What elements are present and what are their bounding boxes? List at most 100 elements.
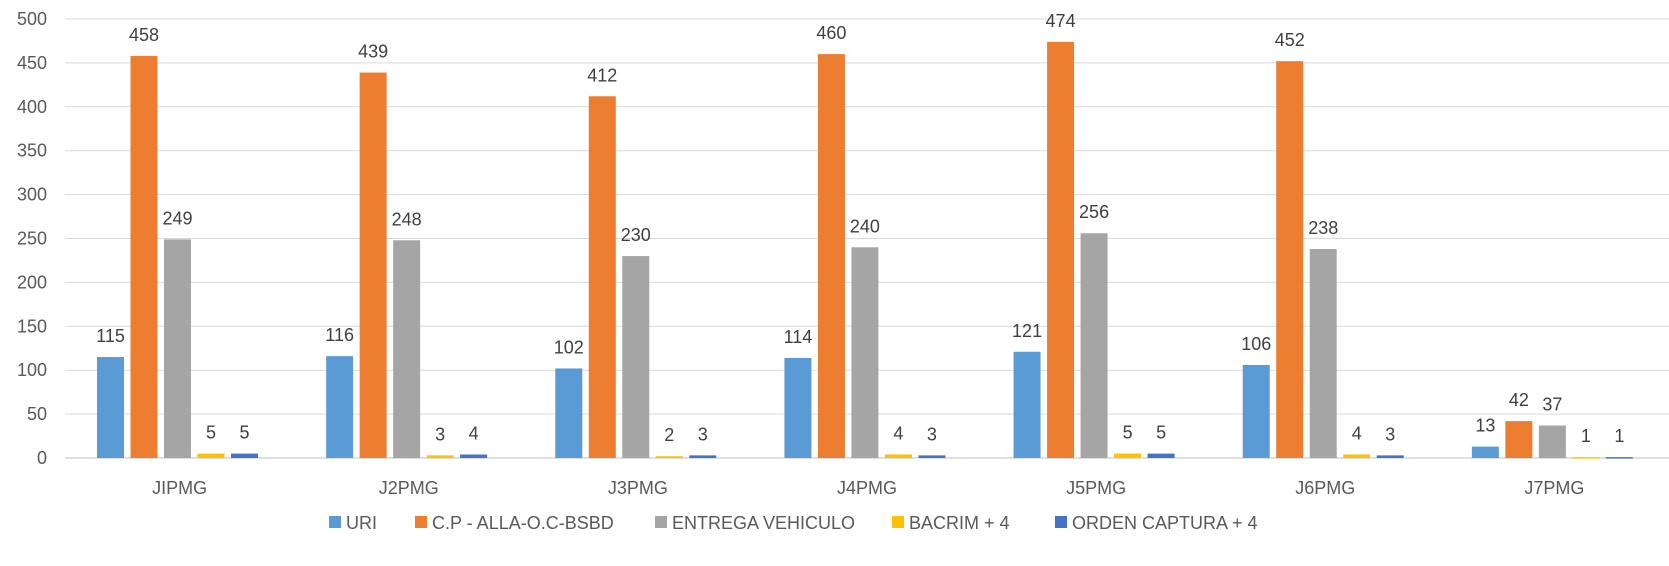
category-label: J5PMG (1066, 478, 1126, 498)
category-label: J6PMG (1295, 478, 1355, 498)
bar (1309, 249, 1337, 458)
bar (689, 455, 717, 458)
y-tick-label: 0 (37, 448, 47, 468)
bar (97, 357, 124, 458)
y-tick-label: 50 (27, 404, 47, 424)
category-label: J4PMG (837, 478, 897, 498)
data-label: 248 (392, 209, 422, 229)
bar (1080, 233, 1108, 458)
data-label: 439 (358, 42, 388, 62)
legend-label: URI (346, 513, 377, 533)
data-label: 4 (1352, 423, 1362, 443)
data-label: 42 (1509, 390, 1529, 410)
bar (884, 454, 912, 458)
bar (1114, 453, 1142, 458)
data-label: 13 (1475, 416, 1495, 436)
x-axis-categories: JIPMG J2PMG J3PMG J4PMG J5PMG J6PMG J7PMG (152, 478, 1584, 498)
y-tick-label: 250 (17, 229, 47, 249)
data-label: 412 (587, 65, 617, 85)
data-label: 121 (1012, 321, 1042, 341)
y-axis-ticks: 0 50 100 150 200 250 300 350 400 450 500 (17, 9, 47, 468)
bar (326, 356, 354, 458)
legend: URI C.P - ALLA-O.C-BSBD ENTREGA VEHICULO BA… (329, 513, 1258, 533)
data-label: 4 (469, 423, 479, 443)
legend-swatch (415, 516, 427, 528)
bar (555, 368, 583, 458)
data-label: 474 (1046, 11, 1076, 31)
data-label: 458 (129, 25, 159, 45)
data-label: 5 (1123, 423, 1133, 443)
bar (359, 72, 387, 459)
data-label: 115 (96, 326, 125, 346)
data-label: 116 (325, 325, 354, 345)
bar (1572, 457, 1600, 459)
bar (197, 453, 225, 458)
bar (1471, 446, 1499, 458)
bar (1538, 425, 1566, 458)
data-label: 114 (784, 327, 813, 347)
bar (231, 453, 258, 458)
data-label: 3 (435, 424, 445, 444)
data-label: 460 (816, 23, 846, 43)
bar (784, 357, 812, 458)
y-tick-label: 350 (17, 141, 47, 161)
data-label: 3 (698, 424, 708, 444)
bar (817, 54, 845, 459)
bar (460, 454, 488, 458)
bar (655, 456, 683, 458)
legend-swatch (1055, 516, 1067, 528)
bar (1013, 351, 1041, 458)
bar (426, 455, 454, 458)
bar (1505, 421, 1533, 458)
bar (1276, 61, 1304, 458)
legend-swatch (655, 516, 667, 528)
legend-swatch (892, 516, 904, 528)
data-label: 256 (1079, 202, 1109, 222)
bar (918, 455, 946, 458)
category-label: J7PMG (1524, 478, 1584, 498)
bar (1047, 41, 1075, 458)
legend-label: ORDEN CAPTURA + 4 (1072, 513, 1258, 533)
y-tick-label: 500 (17, 9, 47, 29)
data-label: 249 (162, 208, 192, 228)
bar (1343, 454, 1371, 458)
y-tick-label: 200 (17, 272, 47, 292)
bar (164, 239, 191, 458)
y-tick-label: 450 (17, 53, 47, 73)
data-label: 240 (850, 216, 880, 236)
legend-label: ENTREGA VEHICULO (672, 513, 855, 533)
data-label: 4 (893, 423, 903, 443)
data-label: 102 (554, 337, 584, 357)
bar (1605, 457, 1633, 459)
category-label: J2PMG (379, 478, 439, 498)
data-label: 106 (1241, 334, 1271, 354)
bars (97, 41, 1633, 459)
y-tick-label: 400 (17, 97, 47, 117)
data-label: 37 (1542, 395, 1562, 415)
data-label: 1 (1614, 426, 1624, 446)
legend-label: BACRIM + 4 (909, 513, 1010, 533)
data-label: 3 (927, 424, 937, 444)
data-label: 5 (1156, 423, 1166, 443)
data-label: 2 (664, 425, 674, 445)
bar (1147, 453, 1175, 458)
y-tick-label: 100 (17, 360, 47, 380)
data-label: 5 (239, 423, 249, 443)
bar (1376, 455, 1404, 458)
data-label: 3 (1385, 424, 1395, 444)
category-label: JIPMG (152, 478, 207, 498)
bar (1242, 364, 1270, 458)
data-label: 452 (1275, 30, 1305, 50)
y-tick-label: 300 (17, 185, 47, 205)
legend-label: C.P - ALLA-O.C-BSBD (432, 513, 614, 533)
data-label: 1 (1581, 426, 1591, 446)
legend-swatch (329, 516, 341, 528)
bar (622, 256, 650, 458)
data-label: 238 (1308, 218, 1338, 238)
bar (851, 247, 879, 458)
data-label: 230 (621, 225, 651, 245)
bar (130, 55, 158, 458)
category-label: J3PMG (608, 478, 668, 498)
